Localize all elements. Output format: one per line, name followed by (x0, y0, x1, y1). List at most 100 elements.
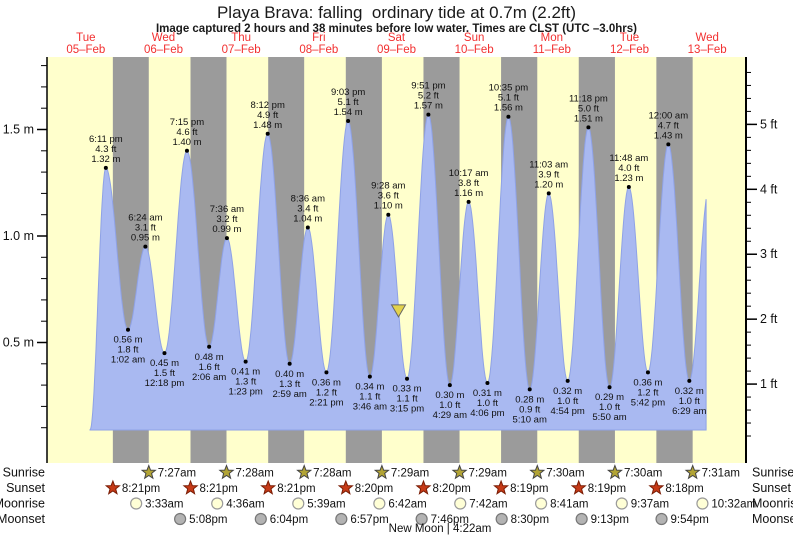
moonrise-icon (454, 497, 467, 510)
tide-extreme-label: 11:03 am (529, 159, 568, 170)
sunset-star-icon (648, 479, 665, 495)
tide-extreme-dot (546, 191, 551, 196)
tide-extreme-label: 1.0 ft (599, 402, 620, 413)
almanac-event-time: 6:04pm (270, 514, 308, 526)
tide-extreme-label: 8:12 pm (251, 100, 285, 111)
tide-extreme-dot (506, 114, 511, 119)
almanac-row-label-left: Sunrise (3, 466, 45, 480)
tide-extreme-dot (466, 199, 471, 204)
tide-extreme-label: 6:29 am (672, 406, 706, 417)
tide-extreme-label: 1.20 m (534, 179, 563, 190)
tide-extreme-label: 4.6 ft (176, 127, 197, 138)
tide-extreme-dot (527, 387, 532, 392)
tide-extreme-label: 12:18 pm (145, 378, 185, 389)
tide-extreme-label: 0.32 m (675, 386, 704, 397)
almanac-row-label-left: Sunset (6, 481, 45, 495)
tide-extreme-dot (586, 125, 591, 130)
tide-extreme-dot (265, 131, 270, 136)
tide-extreme-dot (103, 165, 108, 170)
day-name-label: Wed (695, 32, 718, 44)
tide-extreme-label: 0.48 m (195, 352, 224, 363)
tide-extreme-label: 1.0 ft (439, 400, 460, 411)
almanac-event-time: 8:19pm (588, 483, 626, 495)
moonset-icon (254, 512, 267, 526)
tide-extreme-label: 2:21 pm (309, 397, 343, 408)
tide-extreme-label: 1.10 m (374, 201, 403, 212)
tide-extreme-label: 1.51 m (574, 113, 603, 124)
almanac-row-label-right: Sunset (752, 481, 791, 495)
almanac-event-time: 7:29am (469, 468, 507, 480)
right-axis-label: 5 ft (760, 117, 778, 131)
tide-extreme-label: 5.1 ft (338, 97, 359, 108)
almanac-row-label-left: Moonrise (0, 497, 45, 511)
sunrise-star-icon (451, 464, 468, 480)
tide-extreme-dot (645, 370, 650, 375)
tide-extreme-label: 7:36 am (210, 204, 244, 215)
tide-extreme-dot (565, 378, 570, 383)
tide-extreme-dot (346, 118, 351, 123)
tide-extreme-label: 5:10 am (513, 414, 547, 425)
tide-extreme-dot (243, 359, 248, 364)
day-name-label: Thu (231, 32, 251, 44)
day-date-label: 12–Feb (610, 44, 649, 56)
moon-phase-note: New Moon | 4:22am (389, 523, 492, 535)
tide-extreme-dot (324, 370, 329, 375)
almanac-event-time: 4:36am (226, 499, 264, 511)
tide-extreme-label: 1.3 ft (235, 377, 256, 388)
moonrise-icon (211, 497, 224, 510)
almanac-event-time: 8:18pm (665, 483, 703, 495)
tide-extreme-label: 1.43 m (654, 130, 683, 141)
left-axis-label: 1.5 m (3, 123, 34, 137)
tide-extreme-label: 1.1 ft (396, 394, 417, 405)
tide-extreme-label: 0.9 ft (519, 404, 540, 415)
almanac-event-time: 10:32am (711, 499, 756, 511)
tide-extreme-label: 0.41 m (231, 367, 260, 378)
tide-extreme-label: 1.40 m (172, 137, 201, 148)
day-name-label: Wed (152, 32, 175, 44)
tide-extreme-label: 9:03 pm (331, 87, 365, 98)
tide-extreme-label: 1.2 ft (637, 387, 658, 398)
almanac-row-label-right: Moonrise (752, 497, 793, 511)
almanac-event-time: 7:27am (158, 468, 196, 480)
almanac-row-label-left: Moonset (0, 512, 46, 526)
tide-extreme-label: 1.6 ft (199, 362, 220, 373)
sunset-star-icon (570, 479, 587, 495)
almanac-event-time: 9:37am (631, 499, 669, 511)
tide-extreme-label: 1.54 m (334, 107, 363, 118)
tide-extreme-label: 0.33 m (392, 384, 421, 395)
day-date-label: 07–Feb (222, 44, 261, 56)
current-tide-marker-icon (390, 304, 407, 318)
almanac-event-time: 8:41am (550, 499, 588, 511)
sunset-star-icon (337, 479, 354, 495)
almanac-event-time: 7:28am (313, 468, 351, 480)
tide-extreme-label: 11:18 pm (569, 93, 608, 104)
chart-title: Playa Brava: falling ordinary tide at 0.… (216, 3, 577, 22)
sunrise-star-icon (140, 464, 157, 480)
tide-extreme-dot (485, 380, 490, 385)
sunrise-star-icon (529, 464, 546, 480)
tide-extreme-dot (426, 112, 431, 117)
sunset-star-icon (104, 479, 121, 495)
almanac-event-time: 9:54pm (671, 514, 709, 526)
almanac-event-time: 7:29am (391, 468, 429, 480)
almanac-event-time: 8:21pm (277, 483, 315, 495)
left-axis-label: 1.0 m (3, 229, 34, 243)
tide-extreme-label: 3.8 ft (458, 178, 479, 189)
right-axis-label: 1 ft (760, 377, 778, 391)
tide-extreme-label: 3.6 ft (378, 191, 399, 202)
moonset-icon (575, 512, 588, 526)
tide-extreme-label: 4.0 ft (618, 163, 639, 174)
tide-extreme-label: 1.0 ft (557, 396, 578, 407)
moonset-icon (415, 512, 428, 526)
tide-extreme-label: 4:54 pm (551, 406, 585, 417)
tide-extreme-dot (626, 185, 631, 190)
tide-extreme-label: 5.0 ft (578, 103, 599, 114)
sunrise-star-icon (296, 464, 313, 480)
tide-extreme-label: 0.36 m (633, 377, 662, 388)
day-date-label: 05–Feb (66, 44, 105, 56)
sunset-star-icon (260, 479, 277, 495)
day-name-label: Tue (76, 32, 95, 44)
day-name-label: Sat (388, 32, 406, 44)
tide-extreme-label: 10:35 pm (489, 83, 529, 94)
